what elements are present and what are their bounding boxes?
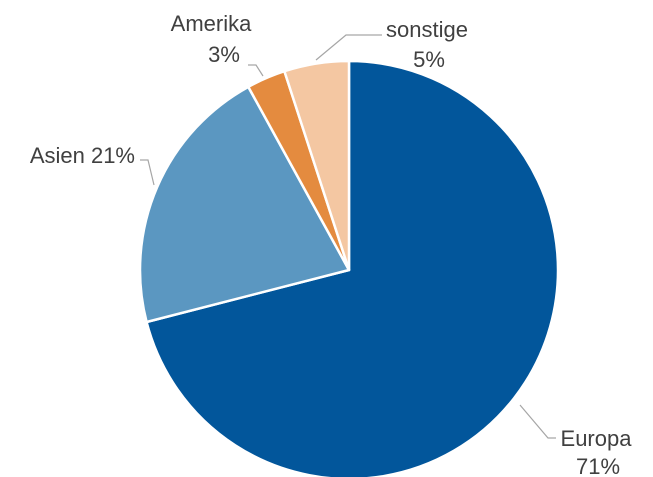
leader-line-sonstige bbox=[315, 34, 382, 61]
label-europa-value: 71% bbox=[576, 454, 620, 477]
label-amerika-name: Amerika bbox=[171, 11, 252, 36]
leader-line-amerika bbox=[248, 64, 264, 77]
pie-slice-asien bbox=[138, 85, 351, 324]
pie-slices bbox=[138, 59, 560, 477]
pie-slice-europa bbox=[145, 59, 560, 477]
label-asien: Asien 21% bbox=[30, 143, 135, 168]
label-amerika-value: 3% bbox=[208, 42, 240, 67]
label-sonstige-name: sonstige bbox=[386, 17, 468, 42]
label-sonstige-value: 5% bbox=[413, 47, 445, 72]
pie-slice-sonstige bbox=[283, 59, 351, 272]
leader-line-asien bbox=[140, 159, 155, 186]
leader-line-europa bbox=[519, 404, 556, 439]
label-europa-name: Europa bbox=[561, 426, 633, 451]
